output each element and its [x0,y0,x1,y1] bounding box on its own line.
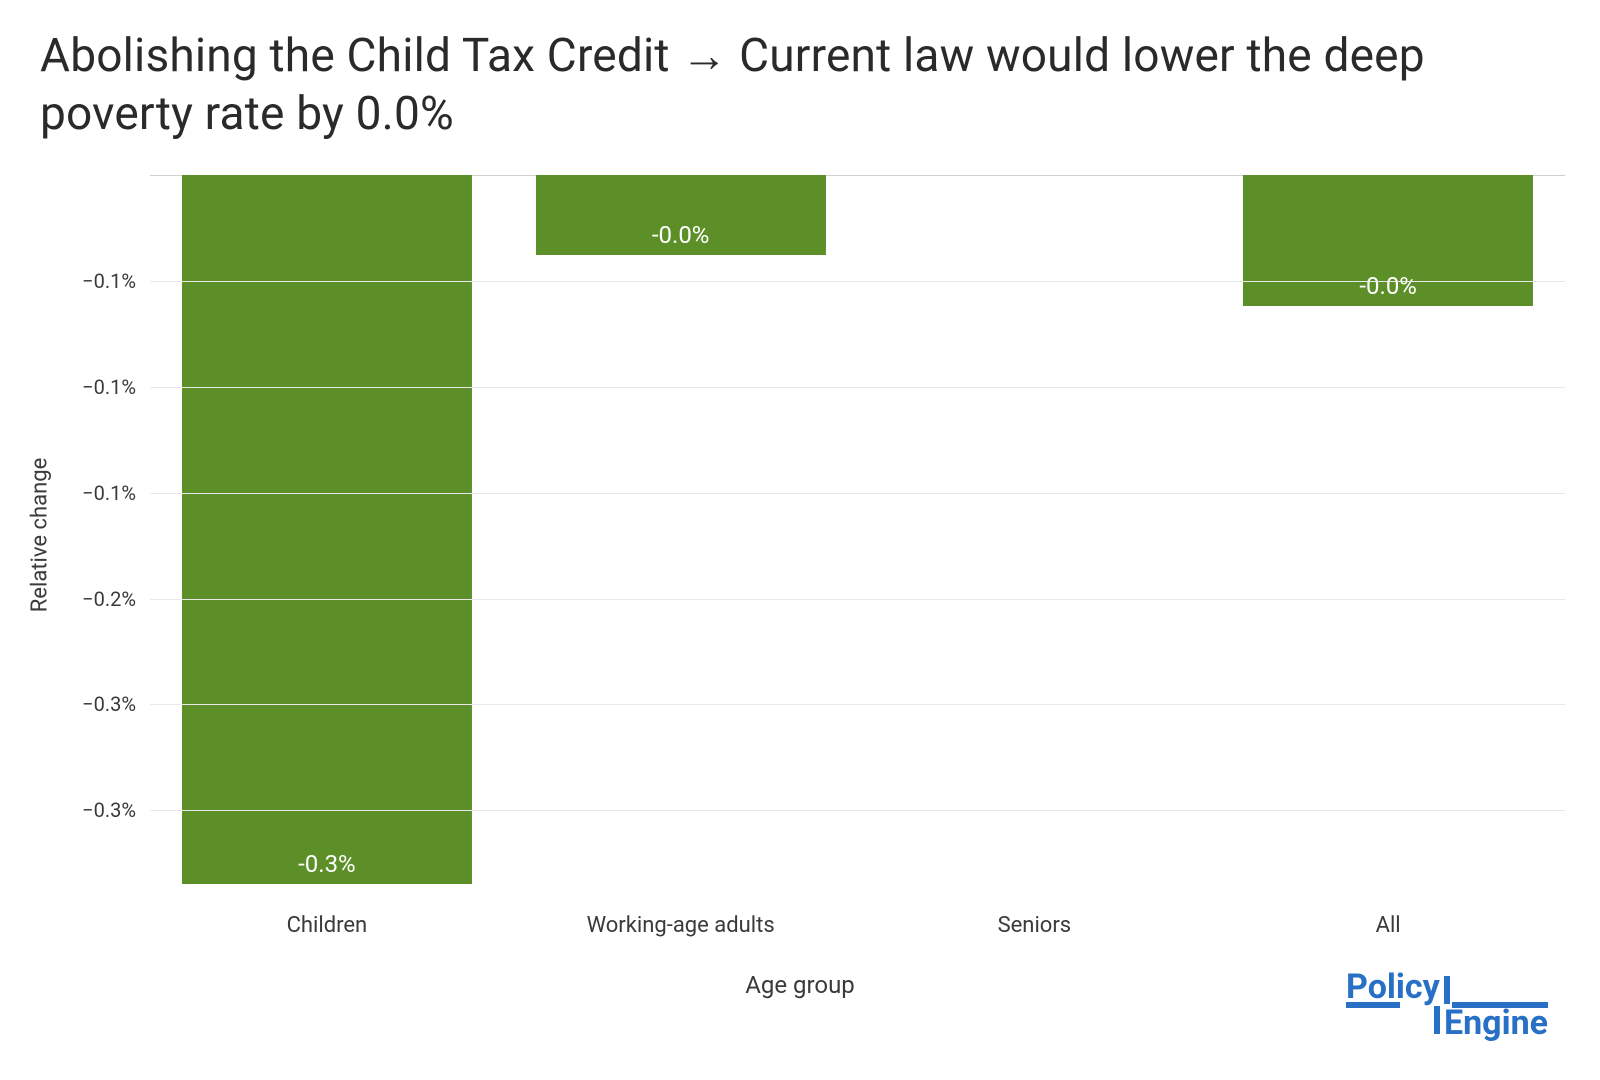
y-tick-label: −0.3% [82,692,136,716]
y-axis-title: Relative change [28,458,53,613]
bar-slot: Seniors [858,175,1212,895]
x-tick-label: All [1376,913,1401,938]
gridline [150,810,1565,811]
bar-value-label: -0.0% [652,221,710,249]
gridline [150,599,1565,600]
chart-title: Abolishing the Child Tax Credit → Curren… [40,28,1560,143]
bar-slot: -0.3%Children [150,175,504,895]
gridline [150,704,1565,705]
y-tick-label: −0.1% [82,375,136,399]
gridline [150,281,1565,282]
bar-slot: -0.0%All [1211,175,1565,895]
bar-slot: -0.0%Working-age adults [504,175,858,895]
gridline [150,493,1565,494]
chart-plot-area: -0.3%Children-0.0%Working-age adultsSeni… [150,175,1565,895]
y-tick-label: −0.2% [82,587,136,611]
x-tick-label: Children [287,913,368,938]
y-tick-label: −0.3% [82,798,136,822]
gridline [150,387,1565,388]
bar-value-label: -0.0% [1359,272,1417,300]
logo-word-policy: Policy [1346,970,1440,1004]
policyengine-logo: Policy Engine [1346,970,1548,1040]
logo-word-engine: Engine [1444,1006,1548,1040]
y-tick-label: −0.1% [82,269,136,293]
y-tick-label: −0.1% [82,481,136,505]
x-tick-label: Working-age adults [587,913,775,938]
x-tick-label: Seniors [998,913,1072,938]
bar-value-label: -0.3% [298,850,356,878]
x-axis-title: Age group [745,971,855,999]
